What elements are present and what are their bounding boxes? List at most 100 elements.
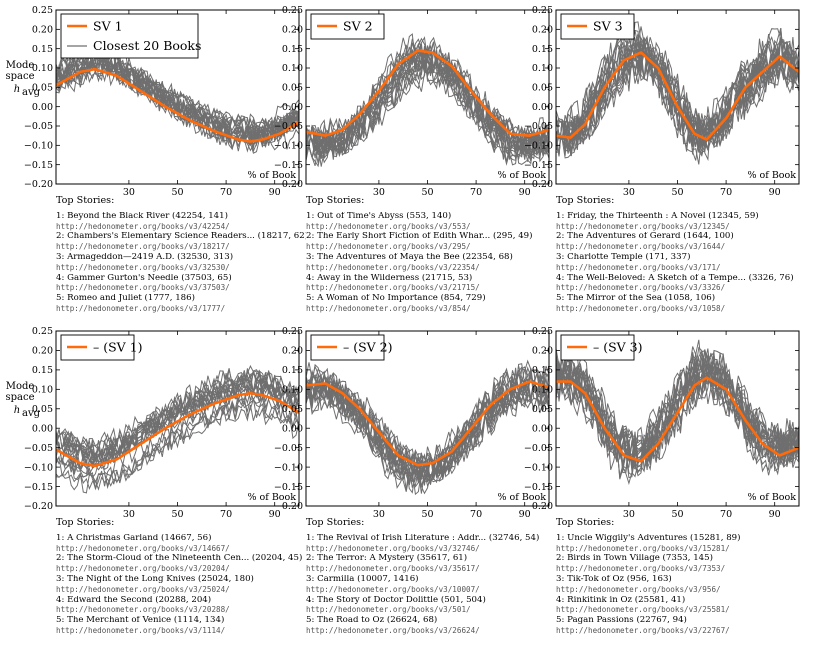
ytick-label: 0.20 <box>532 346 553 357</box>
x-axis-label: % of Book <box>748 492 797 503</box>
story-link[interactable]: http://hedonometer.org/books/v3/20288/ <box>56 605 230 615</box>
book-line <box>56 387 299 491</box>
story-link[interactable]: http://hedonometer.org/books/v3/1644/ <box>556 242 726 252</box>
story-link[interactable]: http://hedonometer.org/books/v3/22767/ <box>556 625 730 635</box>
story-title: 5: The Mirror of the Sea (1058, 106) <box>556 294 716 304</box>
ytick-label: 0.00 <box>532 423 553 434</box>
ytick-label: 0.05 <box>282 404 303 415</box>
story-link[interactable]: http://hedonometer.org/books/v3/14667/ <box>56 543 230 553</box>
sv-line <box>556 51 799 141</box>
story-link[interactable]: http://hedonometer.org/books/v3/26624/ <box>306 625 480 635</box>
story-title: 4: Rinkitink in Oz (25581, 41) <box>556 595 686 605</box>
book-line <box>56 396 299 491</box>
story-link[interactable]: http://hedonometer.org/books/v3/171/ <box>556 262 721 272</box>
story-link[interactable]: http://hedonometer.org/books/v3/37503/ <box>56 283 230 293</box>
xtick-label: 50 <box>671 187 683 198</box>
ytick-label: −0.10 <box>274 141 303 152</box>
ytick-label: 0.10 <box>532 63 553 74</box>
legend: SV 3 <box>560 13 635 40</box>
book-line <box>556 42 799 144</box>
story-title: 2: The Early Short Fiction of Edith Whar… <box>306 232 533 242</box>
book-line <box>556 36 799 155</box>
story-link[interactable]: http://hedonometer.org/books/v3/22354/ <box>306 262 480 272</box>
story-link[interactable]: http://hedonometer.org/books/v3/7353/ <box>556 564 726 574</box>
legend-box <box>60 13 199 59</box>
story-link[interactable]: http://hedonometer.org/books/v3/956/ <box>556 584 721 594</box>
book-line <box>56 379 299 457</box>
ytick-label: −0.05 <box>524 443 553 454</box>
ytick-label: −0.10 <box>24 462 53 473</box>
ylabel-line: Mode <box>6 381 35 392</box>
ytick-label: −0.10 <box>524 141 553 152</box>
story-link[interactable]: http://hedonometer.org/books/v3/32530/ <box>56 262 230 272</box>
ytick-label: −0.15 <box>524 482 553 493</box>
book-curves <box>306 33 549 168</box>
top-stories: Top Stories: 1: The Revival of Irish Lite… <box>306 518 556 637</box>
story-link[interactable]: http://hedonometer.org/books/v3/42254/ <box>56 221 230 231</box>
top-stories: Top Stories: 1: Beyond the Black River (4… <box>56 196 306 315</box>
story-link[interactable]: http://hedonometer.org/books/v3/21715/ <box>306 283 480 293</box>
ytick-label: 0.15 <box>282 365 303 376</box>
book-line <box>56 364 299 467</box>
story-link[interactable]: http://hedonometer.org/books/v3/1058/ <box>556 303 726 313</box>
xtick-label: 30 <box>623 509 635 520</box>
story-link[interactable]: http://hedonometer.org/books/v3/3326/ <box>556 283 726 293</box>
story-link[interactable]: http://hedonometer.org/books/v3/553/ <box>306 221 471 231</box>
ytick-label: −0.20 <box>24 501 53 512</box>
story-link[interactable]: http://hedonometer.org/books/v3/501/ <box>306 605 471 615</box>
ylabel-avg: avg <box>22 87 41 98</box>
story-link[interactable]: http://hedonometer.org/books/v3/25024/ <box>56 584 230 594</box>
book-line <box>56 375 299 463</box>
ytick-label: 0.05 <box>32 83 53 94</box>
ytick-label: −0.05 <box>24 443 53 454</box>
story-link[interactable]: http://hedonometer.org/books/v3/15281/ <box>556 543 730 553</box>
x-axis-label: % of Book <box>498 492 547 503</box>
story-title: 3: The Adventures of Maya the Bee (22354… <box>306 252 513 262</box>
xtick-label: 30 <box>123 509 135 520</box>
story-link[interactable]: http://hedonometer.org/books/v3/10007/ <box>306 584 480 594</box>
story-title: 3: Armageddon—2419 A.D. (32530, 313) <box>56 252 234 262</box>
story-link[interactable]: http://hedonometer.org/books/v3/32746/ <box>306 543 480 553</box>
ytick-label: 0.05 <box>282 83 303 94</box>
ytick-label: 0.05 <box>532 83 553 94</box>
ytick-label: −0.15 <box>274 482 303 493</box>
book-curves <box>56 41 299 154</box>
story-link[interactable]: http://hedonometer.org/books/v3/295/ <box>306 242 471 252</box>
story-title: 1: Uncle Wiggily's Adventures (15281, 89… <box>556 533 741 543</box>
legend-label-sv: SV 3 <box>593 19 623 34</box>
story-link[interactable]: http://hedonometer.org/books/v3/854/ <box>306 303 471 313</box>
story-title: 2: The Terror: A Mystery (35617, 61) <box>306 554 468 564</box>
story-link[interactable]: http://hedonometer.org/books/v3/35617/ <box>306 564 480 574</box>
ytick-label: 0.25 <box>282 5 303 16</box>
xtick-label: 50 <box>421 509 433 520</box>
story-title: 1: Beyond the Black River (42254, 141) <box>56 211 228 221</box>
story-link[interactable]: http://hedonometer.org/books/v3/20204/ <box>56 564 230 574</box>
story-title: 4: Gammer Gurton's Needle (37503, 65) <box>56 273 232 283</box>
xtick-label: 70 <box>470 509 482 520</box>
story-link[interactable]: http://hedonometer.org/books/v3/1114/ <box>56 625 226 635</box>
story-title: 1: A Christmas Garland (14667, 56) <box>56 533 212 543</box>
legend-label-sv: – (SV 2) <box>343 340 393 355</box>
story-title: 2: Birds in Town Village (7353, 145) <box>556 554 713 564</box>
top-stories: Top Stories: 1: Out of Time's Abyss (553,… <box>306 196 556 315</box>
story-title: 1: Out of Time's Abyss (553, 140) <box>306 211 452 221</box>
ytick-label: 0.20 <box>532 25 553 36</box>
ytick-label: 0.25 <box>532 326 553 337</box>
story-link[interactable]: http://hedonometer.org/books/v3/12345/ <box>556 221 730 231</box>
story-title: 4: The Well-Beloved: A Sketch of a Tempe… <box>556 273 794 283</box>
story-link[interactable]: http://hedonometer.org/books/v3/18217/ <box>56 242 230 252</box>
legend: – (SV 2) <box>310 334 393 361</box>
story-title: 4: The Story of Doctor Dolittle (501, 50… <box>306 595 486 605</box>
story-title: 2: The Storm-Cloud of the Nineteenth Cen… <box>56 554 303 564</box>
ytick-label: −0.05 <box>274 443 303 454</box>
book-line <box>306 362 549 495</box>
ytick-label: −0.20 <box>524 501 553 512</box>
ytick-label: 0.00 <box>32 423 53 434</box>
story-link[interactable]: http://hedonometer.org/books/v3/1777/ <box>56 303 226 313</box>
legend-label-sv: SV 2 <box>343 19 373 34</box>
top-stories: Top Stories: 1: Friday, the Thirteenth : … <box>556 196 806 315</box>
story-link[interactable]: http://hedonometer.org/books/v3/25581/ <box>556 605 730 615</box>
ytick-label: −0.05 <box>524 121 553 132</box>
